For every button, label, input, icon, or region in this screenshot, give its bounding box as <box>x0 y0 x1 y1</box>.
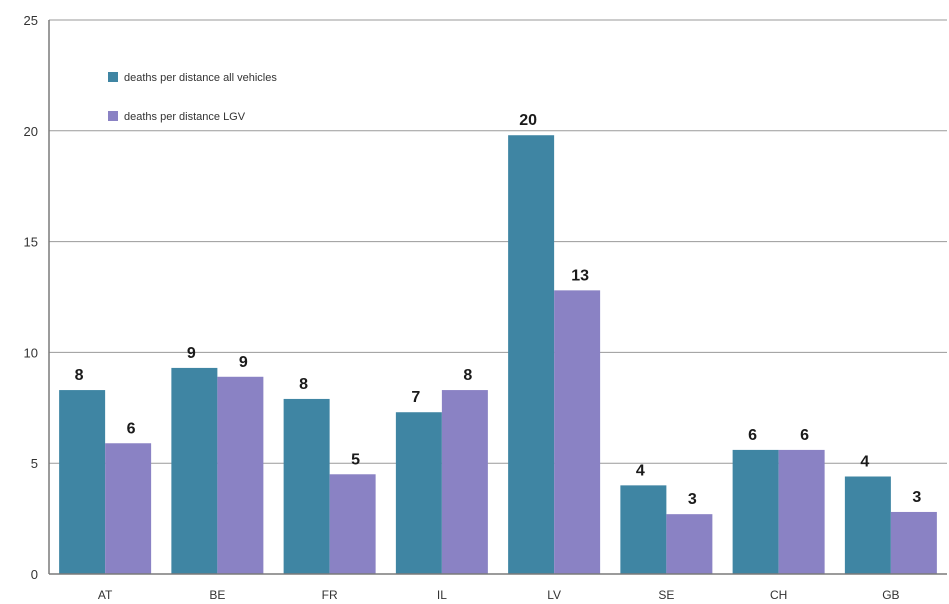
legend-label-lgv: deaths per distance LGV <box>124 111 246 123</box>
data-label: 20 <box>519 112 537 129</box>
bar-il-lgv <box>441 390 488 574</box>
data-labels: 8 6 9 9 8 5 7 8 20 13 4 3 6 6 4 3 <box>75 112 922 508</box>
legend: deaths per distance all vehicles deaths … <box>108 72 277 123</box>
y-tick-label: 20 <box>24 124 38 139</box>
data-label: 8 <box>463 367 472 384</box>
data-label: 7 <box>411 389 420 406</box>
data-label: 6 <box>127 420 136 437</box>
data-label: 3 <box>912 489 921 506</box>
data-label: 6 <box>800 427 809 444</box>
bar-lv-lgv <box>554 290 601 574</box>
bar-il-all-vehicles <box>395 412 442 574</box>
bar-ch-all-vehicles <box>732 449 779 574</box>
x-tick-label: FR <box>322 588 338 602</box>
data-label: 5 <box>351 451 360 468</box>
data-label: 4 <box>860 453 869 470</box>
bar-be-lgv <box>217 376 264 574</box>
y-tick-label: 15 <box>24 235 38 250</box>
x-tick-label: LV <box>547 588 561 602</box>
data-label: 9 <box>187 345 196 362</box>
data-label: 8 <box>299 376 308 393</box>
bar-lv-all-vehicles <box>508 135 555 574</box>
data-label: 6 <box>748 427 757 444</box>
data-label: 13 <box>571 267 589 284</box>
bar-fr-all-vehicles <box>283 398 330 574</box>
bar-gb-lgv <box>890 511 937 574</box>
y-tick-label: 0 <box>31 567 38 582</box>
x-tick-label: SE <box>658 588 674 602</box>
bar-ch-lgv <box>778 449 825 574</box>
y-tick-label: 5 <box>31 456 38 471</box>
bar-be-all-vehicles <box>171 367 218 574</box>
bar-se-lgv <box>666 514 713 574</box>
x-tick-label: IL <box>437 588 447 602</box>
x-tick-label: BE <box>209 588 225 602</box>
legend-label-all-vehicles: deaths per distance all vehicles <box>124 72 277 84</box>
data-label: 3 <box>688 491 697 508</box>
data-label: 8 <box>75 367 84 384</box>
legend-swatch-lgv <box>108 111 118 121</box>
x-tick-label: GB <box>882 588 899 602</box>
data-label: 4 <box>636 462 645 479</box>
x-axis-ticks: AT BE FR IL LV SE CH GB <box>98 588 900 602</box>
y-tick-label: 25 <box>24 13 38 28</box>
legend-swatch-all-vehicles <box>108 72 118 82</box>
bar-se-all-vehicles <box>620 485 667 574</box>
bar-at-lgv <box>105 443 152 574</box>
data-label: 9 <box>239 354 248 371</box>
x-tick-label: AT <box>98 588 113 602</box>
bars <box>59 135 937 574</box>
bar-gb-all-vehicles <box>844 476 891 574</box>
y-tick-label: 10 <box>24 345 38 360</box>
x-tick-label: CH <box>770 588 787 602</box>
bar-fr-lgv <box>329 474 376 574</box>
y-axis-ticks: 0 5 10 15 20 25 <box>24 13 38 582</box>
bar-at-all-vehicles <box>59 390 106 574</box>
